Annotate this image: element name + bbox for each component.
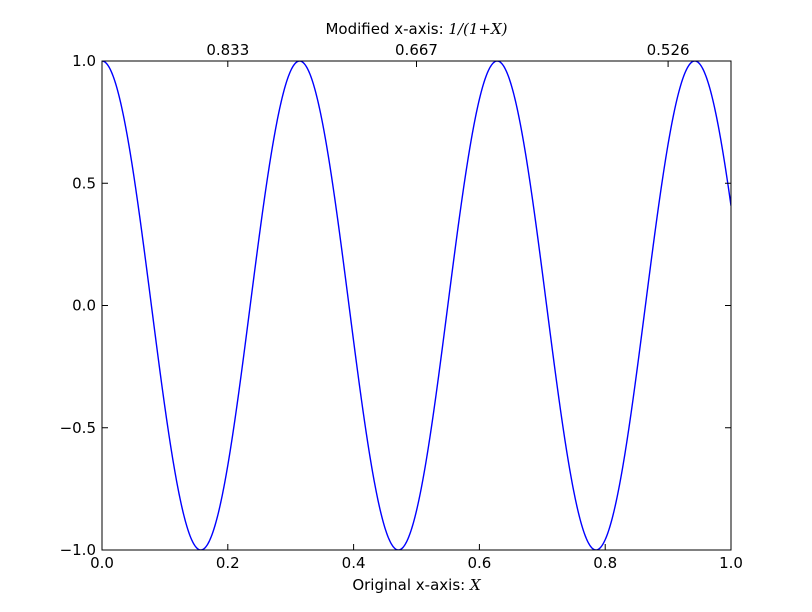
- top-tick-label: 0.833: [206, 41, 249, 59]
- y-tick-label: −0.5: [60, 419, 96, 437]
- top-axis-label-prefix: Modified x-axis:: [325, 20, 448, 38]
- x-tick-label: 0.2: [216, 554, 240, 572]
- x-tick-label: 0.4: [342, 554, 366, 572]
- x-tick-label: 0.0: [90, 554, 114, 572]
- y-tick-label: −1.0: [60, 541, 96, 559]
- y-tick-label: 0.5: [72, 174, 96, 192]
- y-tick-label: 1.0: [72, 52, 96, 70]
- x-axis-label-prefix: Original x-axis:: [352, 576, 470, 594]
- y-tick-label: 0.0: [72, 297, 96, 315]
- top-axis-label: Modified x-axis: 1/(1+X): [325, 20, 507, 38]
- top-tick-label: 0.667: [395, 41, 438, 59]
- x-axis-label: Original x-axis: X: [352, 576, 482, 594]
- plot-layer: [102, 61, 731, 550]
- tick-layer: 0.0 0.2 0.4 0.6 0.8 1.0 0.833 0.667 0.526 −1.0 −0.…: [60, 41, 743, 572]
- x-tick-label: 1.0: [719, 554, 743, 572]
- x-axis-label-math: X: [469, 576, 482, 594]
- x-tick-label: 0.8: [593, 554, 617, 572]
- series-line: [102, 61, 731, 550]
- x-tick-label: 0.6: [467, 554, 491, 572]
- top-tick-label: 0.526: [647, 41, 690, 59]
- top-axis-label-math: 1/(1+X): [448, 20, 507, 38]
